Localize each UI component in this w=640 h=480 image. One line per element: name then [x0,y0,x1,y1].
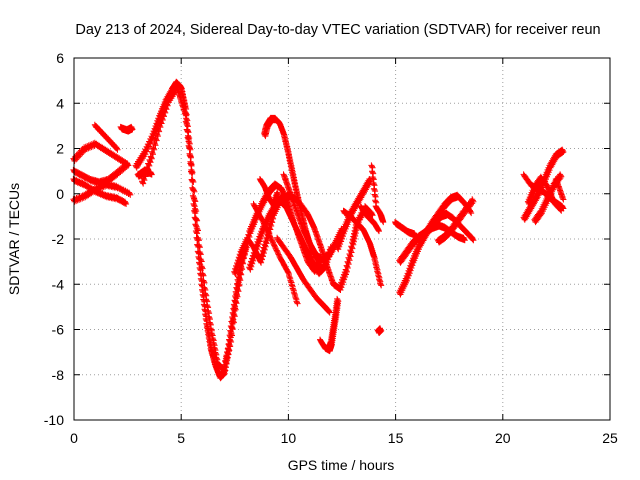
chart-title: Day 213 of 2024, Sidereal Day-to-day VTE… [75,22,600,38]
y-axis-label: SDTVAR / TECUs [6,183,22,295]
series-markers [520,146,567,223]
series-markers [357,203,382,235]
series-markers [250,200,301,307]
y-tick-label: -4 [52,276,65,292]
series-sat-09 [134,166,155,180]
series-sat-19 [340,207,385,289]
series-markers [368,162,387,226]
y-tick-label: 0 [56,186,64,202]
y-tick-label: 4 [56,95,64,111]
series-markers [70,139,132,169]
y-tick-label: -8 [52,367,65,383]
series-sat-32 [552,176,567,203]
x-tick-label: 20 [495,430,511,446]
series-markers [374,325,385,336]
series-markers [552,176,567,203]
series-sat-04 [70,160,132,187]
x-tick-label: 5 [177,430,185,446]
data-points [70,78,567,382]
x-tick-label: 10 [281,430,297,446]
series-sat-13 [250,200,301,307]
series-sat-22 [374,325,385,336]
y-tick-label: -6 [52,322,65,338]
x-tick-label: 15 [388,430,404,446]
y-tick-label: -10 [44,412,64,428]
x-tick-label: 25 [602,430,618,446]
y-tick-label: 6 [56,50,64,66]
series-markers [134,166,155,180]
series-markers [70,160,132,187]
series-markers [317,295,342,355]
x-axis-label: GPS time / hours [288,457,395,473]
series-sat-16 [274,234,333,316]
series-sat-20 [357,203,382,235]
series-sat-25 [392,219,419,239]
series-markers [274,234,333,316]
series-markers [340,207,385,289]
series-sat-27 [434,196,477,246]
y-tick-label: -2 [52,231,65,247]
series-sat-28 [520,146,567,223]
x-tick-label: 0 [70,430,78,446]
series-markers [117,123,136,135]
axis-ticks: 0 5 10 15 20 25 -10 -8 -6 -4 -2 0 2 4 6 [44,50,618,446]
series-sat-21 [368,162,387,226]
series-markers [392,219,419,239]
series-markers [434,196,477,246]
series-sat-05 [91,121,121,153]
series-markers [256,176,282,210]
series-sat-12 [256,176,282,210]
y-tick-label: 2 [56,141,64,157]
series-sat-01 [70,139,132,169]
series-sat-06 [117,123,136,135]
series-markers [91,121,121,153]
series-sat-17 [317,295,342,355]
